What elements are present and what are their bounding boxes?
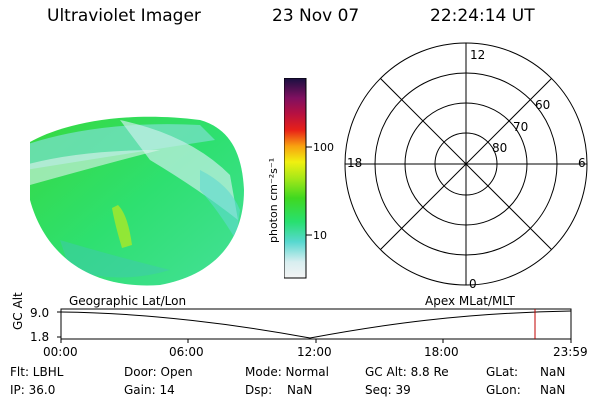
- timeline-xtick-0600: 06:00: [169, 345, 204, 359]
- timeline-left-label: Geographic Lat/Lon: [69, 294, 187, 308]
- colorbar: [284, 78, 312, 279]
- status-glat-label: GLat:: [486, 365, 519, 379]
- timeline-ytick-1: 1.8: [30, 330, 50, 344]
- status-dsp-label: Dsp:: [245, 383, 273, 397]
- instrument-title: Ultraviolet Imager: [47, 6, 201, 26]
- timeline-xtick-1800: 18:00: [424, 345, 459, 359]
- mlat-label-80: 80: [492, 141, 508, 155]
- timeline-right-label: Apex MLat/MLT: [425, 294, 515, 308]
- timeline-axis-label: GC Alt: [11, 292, 25, 330]
- status-glon-label: GLon:: [486, 383, 521, 397]
- mlt-label-18: 18: [347, 156, 363, 170]
- status-glat-value: NaN: [540, 365, 566, 379]
- aurora-disc: [30, 116, 244, 286]
- status-seq: Seq: 39: [365, 383, 411, 397]
- colorbar-tick-100: 100: [313, 141, 334, 154]
- observation-time: 22:24:14 UT: [430, 6, 535, 26]
- mlat-label-70: 70: [513, 120, 529, 134]
- colorbar-tick-10: 10: [313, 229, 327, 242]
- observation-date: 23 Nov 07: [272, 6, 360, 26]
- colorbar-gradient: [284, 78, 307, 279]
- status-gain: Gain: 14: [124, 383, 175, 397]
- timeline-xtick-1200: 12:00: [297, 345, 332, 359]
- timeline-frame: [60, 308, 572, 340]
- mlat-label-60: 60: [535, 98, 551, 112]
- timeline-ytick-9: 9.0: [30, 306, 50, 320]
- status-dsp-value: NaN: [287, 383, 313, 397]
- timeline-xtick-2359: 23:59: [553, 345, 588, 359]
- mlt-label-0: 0: [469, 277, 477, 291]
- status-gc-alt: GC Alt: 8.8 Re: [365, 365, 449, 379]
- status-mode: Mode: Normal: [245, 365, 329, 379]
- status-door: Door: Open: [124, 365, 193, 379]
- timeline-xtick-0000: 00:00: [43, 345, 78, 359]
- status-ip: IP: 36.0: [10, 383, 56, 397]
- mlt-label-6: 6: [578, 156, 586, 170]
- mlt-label-12: 12: [470, 48, 486, 62]
- altitude-curve: [60, 310, 572, 339]
- status-glon-value: NaN: [540, 383, 566, 397]
- status-filter: Flt: LBHL: [10, 365, 64, 379]
